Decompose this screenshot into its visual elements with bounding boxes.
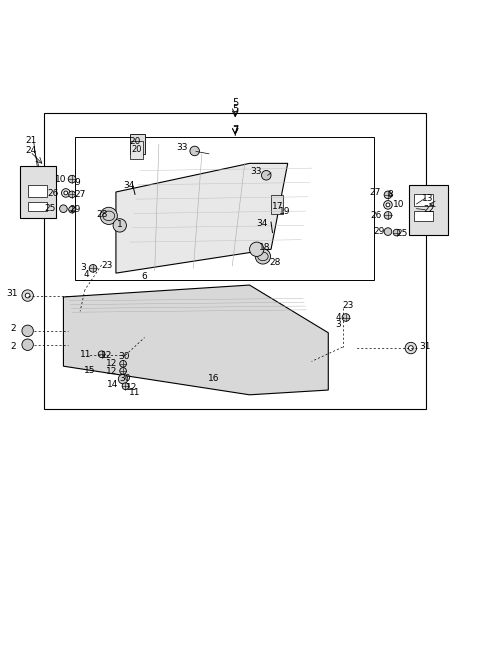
Text: 1: 1 [117, 220, 122, 229]
Text: 31: 31 [7, 289, 18, 298]
Text: 25: 25 [44, 204, 55, 213]
Bar [28, 185, 47, 197]
FancyBboxPatch shape [75, 137, 373, 280]
Text: 28: 28 [270, 258, 281, 266]
Circle shape [384, 201, 392, 209]
Circle shape [60, 205, 67, 213]
Circle shape [342, 314, 350, 321]
Circle shape [120, 367, 126, 375]
Text: 12: 12 [126, 383, 138, 392]
Text: 20: 20 [131, 146, 142, 155]
Text: 34: 34 [256, 220, 267, 228]
Circle shape [405, 342, 417, 354]
Text: 23: 23 [343, 300, 354, 310]
Circle shape [386, 203, 390, 207]
Text: 31: 31 [419, 342, 431, 351]
Text: 34: 34 [123, 181, 135, 190]
Circle shape [22, 290, 34, 301]
Polygon shape [409, 185, 447, 235]
Text: 11: 11 [129, 388, 141, 397]
Text: 26: 26 [48, 189, 59, 198]
Circle shape [89, 264, 97, 272]
Polygon shape [21, 166, 56, 218]
Circle shape [68, 175, 76, 183]
Polygon shape [116, 163, 288, 273]
FancyBboxPatch shape [44, 113, 426, 409]
Text: 33: 33 [250, 167, 262, 176]
Circle shape [98, 351, 105, 358]
Bar [271, 195, 283, 215]
Text: 12: 12 [106, 359, 117, 368]
Text: 15: 15 [84, 367, 96, 375]
Polygon shape [63, 285, 328, 395]
Text: 23: 23 [102, 260, 113, 270]
Text: 33: 33 [176, 143, 188, 152]
Text: 5: 5 [232, 98, 239, 108]
Circle shape [122, 383, 129, 390]
Bar [28, 201, 47, 211]
Text: 16: 16 [208, 374, 219, 382]
Circle shape [118, 375, 128, 384]
Text: 19: 19 [279, 207, 290, 216]
Circle shape [393, 229, 400, 236]
Text: 7: 7 [232, 127, 239, 136]
Circle shape [64, 191, 68, 195]
Text: 27: 27 [74, 190, 85, 199]
Text: 18: 18 [259, 243, 271, 253]
Text: 5: 5 [232, 104, 239, 114]
Text: 11: 11 [80, 350, 91, 359]
Circle shape [22, 339, 34, 350]
Circle shape [408, 346, 413, 350]
Circle shape [384, 191, 392, 199]
Circle shape [384, 228, 392, 236]
Text: 8: 8 [387, 190, 393, 199]
Text: 21: 21 [25, 136, 36, 146]
Text: 13: 13 [422, 194, 433, 203]
Circle shape [120, 360, 126, 367]
Text: 12: 12 [106, 367, 117, 377]
Text: 2: 2 [10, 342, 16, 351]
Circle shape [22, 325, 34, 337]
Text: 28: 28 [96, 210, 108, 219]
Bar [130, 141, 143, 159]
Text: 22: 22 [423, 205, 434, 214]
Circle shape [113, 218, 126, 232]
Text: 4: 4 [336, 313, 341, 322]
Text: 3: 3 [336, 319, 341, 329]
Bar [414, 211, 433, 220]
Text: 17: 17 [273, 202, 284, 211]
Circle shape [100, 207, 117, 224]
Text: 7: 7 [232, 125, 239, 135]
Text: 29: 29 [70, 205, 81, 214]
Bar [414, 194, 433, 206]
Text: 10: 10 [393, 200, 404, 209]
Circle shape [69, 206, 75, 213]
Text: 30: 30 [119, 352, 130, 361]
Circle shape [262, 171, 271, 180]
Circle shape [255, 249, 271, 264]
Text: 6: 6 [142, 272, 147, 281]
Text: 20: 20 [129, 137, 141, 146]
Text: 12: 12 [101, 351, 112, 359]
Circle shape [190, 146, 199, 155]
Circle shape [61, 189, 70, 197]
Text: 24: 24 [25, 146, 36, 155]
Bar [130, 134, 144, 154]
Circle shape [384, 211, 392, 219]
Text: 25: 25 [396, 229, 408, 238]
Text: 9: 9 [74, 178, 80, 187]
Text: 14: 14 [108, 380, 119, 389]
Text: 2: 2 [10, 325, 16, 333]
Text: 27: 27 [370, 188, 381, 197]
Text: 4: 4 [84, 270, 90, 279]
Circle shape [250, 242, 264, 256]
Circle shape [69, 191, 75, 197]
Text: 26: 26 [371, 211, 382, 220]
Text: 30: 30 [120, 374, 131, 382]
Text: 10: 10 [55, 174, 66, 184]
Text: 29: 29 [373, 227, 384, 236]
Text: 3: 3 [81, 263, 86, 272]
Circle shape [25, 293, 30, 298]
